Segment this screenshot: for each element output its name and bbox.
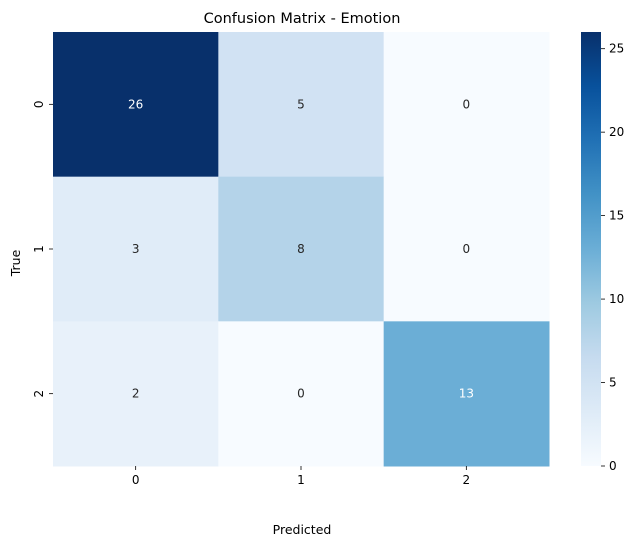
heatmap-cell-2-0 (53, 321, 219, 467)
colorbar-tick-label-4: 20 (609, 125, 624, 139)
colorbar-tick-label-1: 5 (609, 376, 617, 390)
cell-value-0-1: 5 (297, 97, 305, 111)
y-tick-label-1: 1 (32, 245, 46, 253)
x-tick-label-2: 2 (463, 473, 471, 487)
colorbar-tick-label-5: 25 (609, 42, 624, 56)
y-tick-label-0: 0 (32, 101, 46, 109)
cell-value-2-0: 2 (132, 387, 140, 401)
y-tick-label-2: 2 (32, 390, 46, 398)
colorbar-tick-label-2: 10 (609, 292, 624, 306)
heatmap-cell-0-0 (53, 32, 219, 178)
colorbar-ticks: 0 5 10 15 20 25 (601, 42, 624, 473)
cell-value-0-2: 0 (463, 97, 471, 111)
chart-title: Confusion Matrix - Emotion (204, 11, 401, 27)
x-axis-label: Predicted (273, 522, 332, 537)
x-tick-label-0: 0 (132, 473, 140, 487)
cell-value-2-2: 13 (459, 387, 474, 401)
cell-value-1-0: 3 (132, 242, 140, 256)
y-axis-label: True (8, 249, 23, 277)
heatmap-cell-1-0 (53, 176, 219, 322)
heatmap-cells (53, 32, 550, 467)
heatmap-cell-1-1 (218, 176, 385, 322)
y-axis-ticks: 0 1 2 (32, 101, 53, 398)
heatmap-cell-0-2 (383, 32, 550, 178)
heatmap-cell-0-1 (218, 32, 385, 178)
cell-value-2-1: 0 (297, 387, 305, 401)
colorbar (581, 32, 601, 466)
heatmap-cell-2-1 (218, 321, 385, 467)
heatmap-cell-labels: 26 5 0 3 8 0 2 0 13 (128, 97, 474, 400)
x-tick-label-1: 1 (297, 473, 305, 487)
x-axis-ticks: 0 1 2 (132, 466, 470, 487)
colorbar-tick-label-3: 15 (609, 209, 624, 223)
cell-value-1-1: 8 (297, 242, 305, 256)
heatmap-cell-2-2 (383, 321, 550, 467)
cell-value-0-0: 26 (128, 97, 143, 111)
colorbar-tick-label-0: 0 (609, 459, 617, 473)
cell-value-1-2: 0 (463, 242, 471, 256)
heatmap-cell-1-2 (383, 176, 550, 322)
